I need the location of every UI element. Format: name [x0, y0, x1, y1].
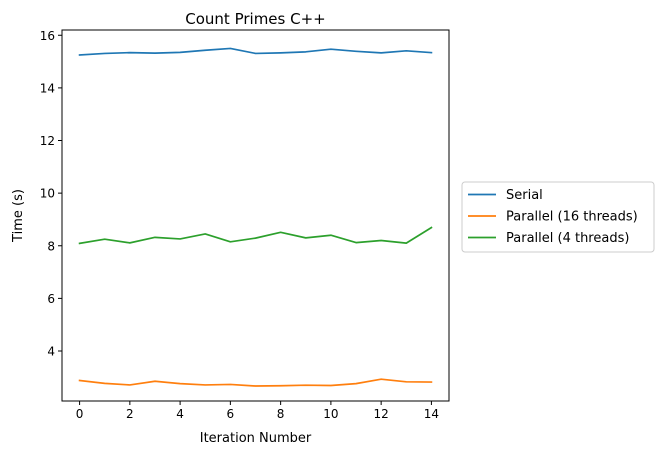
- x-tick-label: 6: [227, 407, 235, 421]
- series-group: [78, 47, 433, 387]
- y-tick-label: 16: [40, 29, 55, 43]
- y-tick-label: 4: [47, 345, 55, 359]
- series-line-0: [78, 47, 433, 56]
- legend-label-0: Serial: [506, 188, 543, 203]
- x-tick-label: 8: [277, 407, 285, 421]
- chart-title: Count Primes C++: [185, 10, 325, 28]
- x-tick-label: 14: [424, 407, 439, 421]
- x-tick-label: 12: [374, 407, 389, 421]
- y-tick-label: 10: [40, 187, 55, 201]
- x-tick-label: 4: [176, 407, 184, 421]
- y-axis-label: Time (s): [11, 189, 26, 243]
- legend-label-1: Parallel (16 threads): [506, 210, 638, 225]
- x-tick-label: 2: [126, 407, 134, 421]
- x-axis-label: Iteration Number: [200, 431, 312, 446]
- series-line-1: [78, 378, 433, 387]
- series-line-2: [78, 226, 433, 245]
- plot-area: [61, 29, 450, 402]
- legend-items: Serial Parallel (16 threads) Parallel (4 t…: [468, 188, 638, 246]
- y-tick-label: 12: [40, 134, 55, 148]
- legend-label-2: Parallel (4 threads): [506, 231, 629, 246]
- x-tick-label: 0: [76, 407, 84, 421]
- x-axis-ticks: 0 2 4 6 8 10 12 14: [76, 401, 439, 421]
- y-tick-label: 8: [47, 239, 55, 253]
- y-axis-ticks: 4 6 8 10 12 14 16: [40, 29, 62, 359]
- plot-frame: [61, 29, 450, 402]
- x-tick-label: 10: [323, 407, 338, 421]
- y-tick-label: 6: [47, 292, 55, 306]
- y-tick-label: 14: [40, 81, 55, 95]
- legend-box: [461, 181, 655, 253]
- legend: Serial Parallel (16 threads) Parallel (4 t…: [461, 181, 655, 253]
